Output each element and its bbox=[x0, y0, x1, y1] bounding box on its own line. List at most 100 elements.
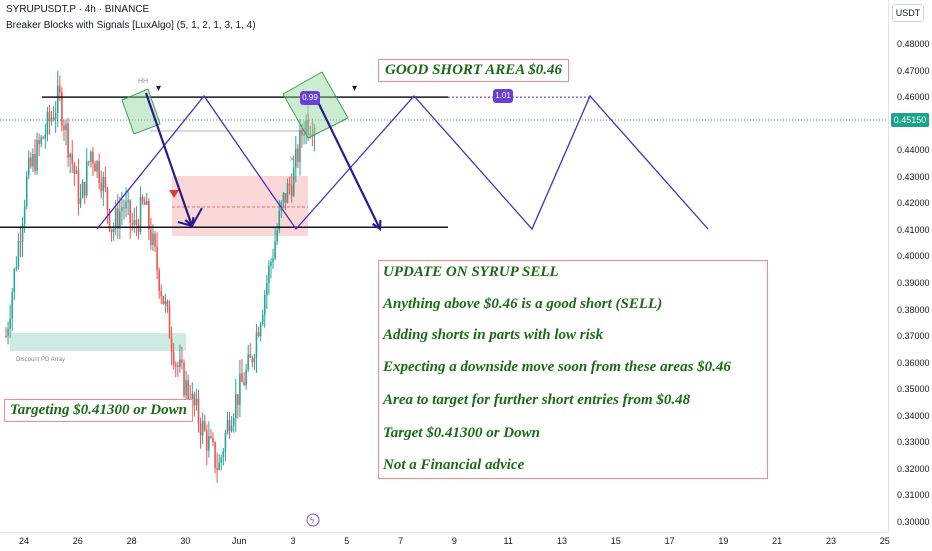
candle-body bbox=[88, 161, 90, 163]
targeting-note[interactable]: Targeting $0.41300 or Down bbox=[4, 399, 193, 422]
candle-body bbox=[119, 211, 121, 229]
candle-body bbox=[266, 282, 268, 295]
currency-button[interactable]: USDT bbox=[892, 4, 924, 22]
candle-body bbox=[44, 134, 47, 139]
candle-body bbox=[216, 467, 218, 470]
y-tick-label: 0.33000 bbox=[897, 437, 930, 448]
x-tick-label: 21 bbox=[772, 536, 783, 546]
x-tick-label: 23 bbox=[825, 536, 837, 546]
candle-body bbox=[94, 163, 96, 172]
bracket-line bbox=[150, 100, 309, 132]
candle-body bbox=[301, 129, 303, 136]
candle-body bbox=[63, 125, 65, 131]
candle-body bbox=[247, 354, 249, 370]
candle-body bbox=[148, 201, 150, 230]
good-short-note[interactable]: GOOD SHORT AREA $0.46 bbox=[378, 59, 569, 82]
update-line-4: Expecting a downside move soon from thes… bbox=[383, 359, 731, 375]
candle-body bbox=[307, 119, 310, 136]
thumb-down-icon-1: ▾ bbox=[156, 83, 161, 94]
arrow-hook-1 bbox=[177, 207, 203, 228]
symbol-title[interactable]: SYRUPUSDT.P · 4h · BINANCE bbox=[6, 4, 150, 15]
x-tick-label: 28 bbox=[126, 536, 137, 546]
current-price-tag: 0.45150 bbox=[891, 113, 929, 127]
x-tick-label: 26 bbox=[72, 536, 83, 546]
candle-body bbox=[199, 423, 202, 436]
candle-body bbox=[83, 182, 86, 196]
candle-body bbox=[38, 140, 40, 144]
thumb-down-icon-2: ▾ bbox=[352, 83, 357, 94]
candle-body bbox=[284, 192, 287, 203]
candle-body bbox=[96, 161, 98, 172]
candle-body bbox=[203, 420, 206, 431]
candle-body bbox=[172, 351, 175, 366]
update-line-3: Adding shorts in parts with low risk bbox=[383, 327, 604, 343]
candle-body bbox=[69, 153, 71, 158]
y-tick-label: 0.39000 bbox=[897, 277, 930, 288]
candle-body bbox=[222, 451, 225, 458]
candle-body bbox=[73, 163, 76, 174]
candle-body bbox=[152, 233, 154, 245]
y-tick-label: 0.42000 bbox=[897, 198, 930, 209]
fib-badge-1: 0.99 bbox=[300, 91, 320, 105]
candle-body bbox=[239, 373, 241, 406]
candle-body bbox=[79, 197, 82, 205]
candle-body bbox=[54, 113, 57, 120]
candle-body bbox=[259, 324, 262, 337]
indicator-legend[interactable]: Breaker Blocks with Signals [LuxAlgo] (5… bbox=[6, 20, 256, 31]
y-tick-label: 0.47000 bbox=[897, 65, 930, 76]
candle-body bbox=[220, 457, 223, 463]
candle-body bbox=[135, 220, 138, 225]
candle-body bbox=[158, 270, 160, 292]
update-line-6: Target $0.41300 or Down bbox=[383, 425, 540, 441]
arrow-down-1 bbox=[144, 92, 194, 227]
candle-body bbox=[313, 127, 316, 137]
candle-body bbox=[131, 223, 134, 225]
candle-body bbox=[13, 269, 16, 293]
price-axis[interactable] bbox=[888, 0, 932, 532]
candle-body bbox=[116, 208, 119, 229]
y-tick-label: 0.34000 bbox=[897, 410, 930, 421]
candle-body bbox=[295, 148, 297, 168]
y-tick-label: 0.44000 bbox=[897, 145, 930, 156]
candle-body bbox=[214, 442, 216, 468]
candle-body bbox=[181, 359, 183, 363]
candle-body bbox=[218, 462, 221, 470]
update-line-7: Not a Financial advice bbox=[383, 457, 525, 473]
candle-body bbox=[162, 296, 165, 304]
candle-body bbox=[46, 111, 49, 135]
hh-label: HH bbox=[138, 78, 149, 85]
candle-body bbox=[77, 170, 80, 205]
x-marker: × bbox=[289, 154, 295, 165]
candle-body bbox=[30, 157, 32, 167]
candle-body bbox=[224, 433, 227, 452]
time-axis[interactable] bbox=[0, 532, 888, 551]
candle-body bbox=[154, 233, 156, 247]
candle-body bbox=[311, 134, 314, 137]
candle-body bbox=[34, 153, 36, 171]
candle-body bbox=[183, 362, 185, 396]
candle-body bbox=[5, 336, 7, 338]
candle-body bbox=[243, 381, 245, 386]
fib-badge-2: 1.01 bbox=[493, 89, 513, 103]
x-tick-label: 25 bbox=[879, 536, 890, 546]
x-tick-label: Jun bbox=[231, 536, 247, 546]
candle-body bbox=[286, 183, 289, 203]
y-tick-label: 0.48000 bbox=[897, 39, 930, 49]
y-tick-label: 0.30000 bbox=[897, 516, 930, 527]
candle-body bbox=[137, 224, 140, 233]
update-note-box[interactable]: UPDATE ON SYRUP SELL Anything above $0.4… bbox=[378, 260, 768, 479]
projection-path bbox=[96, 94, 709, 231]
y-tick-label: 0.46000 bbox=[897, 92, 930, 103]
candle-body bbox=[230, 425, 233, 432]
candle-body bbox=[201, 420, 204, 436]
candle-body bbox=[309, 134, 312, 136]
candle-body bbox=[23, 206, 26, 225]
candle-body bbox=[195, 398, 198, 406]
candle-body bbox=[143, 201, 146, 205]
candle-body bbox=[179, 359, 181, 367]
y-tick-label: 0.40000 bbox=[897, 251, 930, 262]
candle-body bbox=[92, 151, 94, 164]
candle-body bbox=[234, 394, 237, 418]
candle-body bbox=[141, 196, 144, 202]
x-tick-label: 15 bbox=[610, 536, 621, 546]
